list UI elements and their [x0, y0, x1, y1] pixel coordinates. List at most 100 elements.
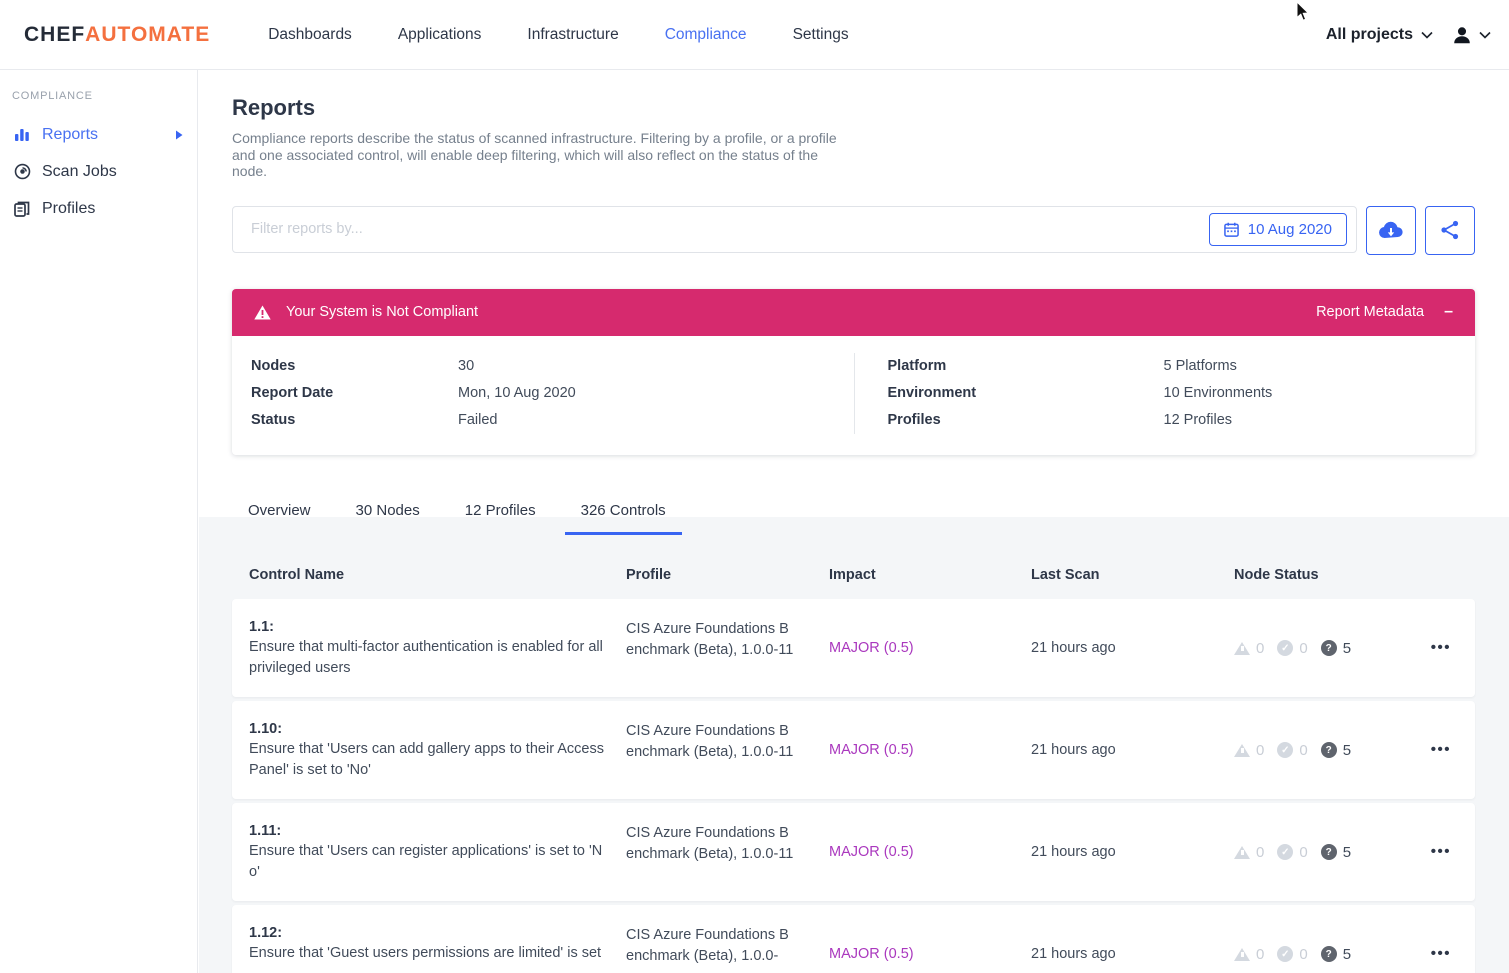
- control-description: Ensure that 'Users can add gallery apps …: [249, 741, 604, 778]
- failed-count: 0: [1256, 945, 1265, 963]
- failed-count: 0: [1256, 741, 1265, 759]
- chevron-right-icon: [175, 130, 183, 140]
- col-control-name: Control Name: [249, 567, 345, 583]
- control-description: Ensure that 'Guest users permissions are…: [249, 945, 602, 961]
- logo-chef-text: CHEF: [24, 22, 86, 46]
- col-node-status: Node Status: [1234, 567, 1319, 583]
- projects-dropdown[interactable]: All projects: [1326, 26, 1433, 44]
- control-last-scan: 21 hours ago: [1031, 844, 1116, 860]
- failed-count: 0: [1256, 843, 1265, 861]
- passed-check-icon: ✓: [1277, 844, 1294, 860]
- skipped-count: 5: [1342, 843, 1352, 861]
- meta-report-date: Report Date Mon, 10 Aug 2020: [251, 384, 576, 401]
- control-row[interactable]: 1.12: Ensure that 'Guest users permissio…: [232, 905, 1475, 973]
- failed-warning-icon: [1234, 641, 1250, 655]
- meta-platform: Platform 5 Platforms: [887, 357, 1237, 374]
- sidebar-item-scan-jobs[interactable]: Scan Jobs: [0, 153, 197, 190]
- date-picker-button[interactable]: 10 Aug 2020: [1208, 212, 1347, 246]
- control-id: 1.11:: [249, 823, 282, 839]
- projects-dropdown-label: All projects: [1325, 26, 1413, 43]
- cloud-download-icon: [1379, 221, 1403, 238]
- passed-check-icon: ✓: [1277, 742, 1294, 758]
- row-actions-menu-icon[interactable]: •••: [1430, 843, 1451, 860]
- meta-profiles: Profiles 12 Profiles: [887, 411, 1233, 428]
- control-profile: CIS Azure Foundations Benchmark (Beta), …: [626, 621, 794, 658]
- radar-icon: [13, 163, 31, 180]
- control-row[interactable]: 1.10: Ensure that 'Users can add gallery…: [232, 701, 1475, 799]
- control-profile: CIS Azure Foundations Benchmark (Beta), …: [626, 927, 789, 964]
- nav-infrastructure[interactable]: Infrastructure: [527, 25, 619, 43]
- control-row[interactable]: 1.1: Ensure that multi-factor authentica…: [232, 599, 1475, 697]
- nav-settings[interactable]: Settings: [792, 25, 849, 43]
- report-tabs: Overview 30 Nodes 12 Profiles 326 Contro…: [232, 496, 1475, 535]
- node-status-cell: 0 ✓ 0 ? 5: [1234, 640, 1404, 657]
- passed-count: 0: [1299, 843, 1308, 861]
- page-description: Compliance reports describe the status o…: [232, 130, 837, 179]
- failed-warning-icon: [1234, 845, 1250, 859]
- chef-automate-logo[interactable]: CHEF AUTOMATE: [24, 23, 210, 47]
- col-impact: Impact: [829, 567, 876, 583]
- control-description: Ensure that multi-factor authentication …: [249, 639, 603, 676]
- failed-warning-icon: [1234, 947, 1250, 961]
- main-nav: Dashboards Applications Infrastructure C…: [268, 26, 848, 44]
- logo-automate-text: AUTOMATE: [85, 22, 211, 46]
- control-profile: CIS Azure Foundations Benchmark (Beta), …: [626, 723, 794, 760]
- tab-overview[interactable]: Overview: [248, 501, 311, 519]
- nav-compliance[interactable]: Compliance: [664, 25, 747, 43]
- chevron-down-icon: [1479, 31, 1491, 39]
- sidebar-section-label: COMPLIANCE: [12, 90, 93, 102]
- sidebar-item-label: Scan Jobs: [42, 162, 117, 180]
- tab-controls[interactable]: 326 Controls: [564, 496, 682, 535]
- user-menu[interactable]: [1451, 24, 1491, 46]
- control-id: 1.10:: [249, 721, 283, 737]
- control-profile: CIS Azure Foundations Benchmark (Beta), …: [626, 825, 794, 862]
- nav-dashboards[interactable]: Dashboards: [268, 25, 352, 43]
- skipped-question-icon: ?: [1320, 946, 1337, 962]
- filter-row: 10 Aug 2020: [232, 205, 1475, 255]
- share-icon: [1441, 220, 1459, 240]
- metadata-grid: Nodes 30 Report Date Mon, 10 Aug 2020 Stat…: [232, 336, 1475, 455]
- skipped-count: 5: [1342, 741, 1352, 759]
- col-profile: Profile: [626, 567, 672, 583]
- passed-count: 0: [1299, 741, 1308, 759]
- meta-status: Status Failed: [251, 411, 498, 428]
- nav-applications[interactable]: Applications: [397, 25, 482, 43]
- control-id: 1.1:: [249, 619, 274, 635]
- control-impact: MAJOR (0.5): [829, 844, 914, 860]
- row-actions-menu-icon[interactable]: •••: [1430, 741, 1451, 758]
- meta-nodes: Nodes 30: [251, 357, 475, 374]
- failed-warning-icon: [1234, 743, 1250, 757]
- row-actions-menu-icon[interactable]: •••: [1430, 945, 1451, 962]
- download-report-button[interactable]: [1366, 205, 1416, 255]
- filter-reports-input[interactable]: [251, 221, 1209, 237]
- bar-chart-icon: [13, 127, 31, 142]
- sidebar-item-reports[interactable]: Reports: [0, 116, 197, 153]
- collapse-metadata-icon[interactable]: –: [1444, 303, 1453, 320]
- control-last-scan: 21 hours ago: [1031, 946, 1116, 962]
- control-row[interactable]: 1.11: Ensure that 'Users can register ap…: [232, 803, 1475, 901]
- control-id: 1.12:: [249, 925, 283, 941]
- chevron-down-icon: [1421, 31, 1433, 39]
- passed-check-icon: ✓: [1277, 640, 1294, 656]
- passed-check-icon: ✓: [1277, 946, 1294, 962]
- share-report-button[interactable]: [1425, 205, 1475, 255]
- control-last-scan: 21 hours ago: [1031, 640, 1116, 656]
- user-icon: [1454, 27, 1470, 44]
- col-last-scan: Last Scan: [1031, 567, 1100, 583]
- control-description: Ensure that 'Users can register applicat…: [249, 843, 603, 880]
- sidebar-item-profiles[interactable]: Profiles: [0, 190, 197, 227]
- control-impact: MAJOR (0.5): [829, 946, 914, 962]
- failed-count: 0: [1256, 639, 1265, 657]
- node-status-cell: 0 ✓ 0 ? 5: [1234, 844, 1404, 861]
- calendar-icon: [1223, 222, 1239, 237]
- node-status-cell: 0 ✓ 0 ? 5: [1234, 742, 1404, 759]
- report-metadata-label: Report Metadata: [1316, 304, 1425, 320]
- row-actions-menu-icon[interactable]: •••: [1430, 639, 1451, 656]
- control-impact: MAJOR (0.5): [829, 742, 914, 758]
- tab-nodes[interactable]: 30 Nodes: [355, 501, 420, 519]
- banner-message: Your System is Not Compliant: [286, 304, 479, 320]
- tab-profiles[interactable]: 12 Profiles: [464, 501, 536, 519]
- compliance-status-banner: Your System is Not Compliant Report Meta…: [232, 288, 1475, 336]
- control-impact: MAJOR (0.5): [829, 640, 914, 656]
- sidebar-item-label: Reports: [42, 125, 99, 143]
